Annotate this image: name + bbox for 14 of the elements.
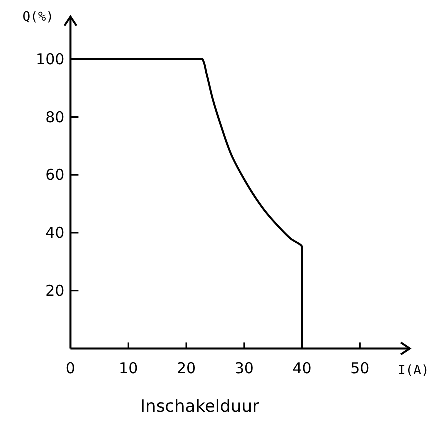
x-axis-title: I(A) — [398, 364, 430, 379]
y-tick-label: 80 — [46, 108, 65, 126]
y-tick-label: 100 — [36, 50, 65, 68]
x-tick-label: 20 — [176, 360, 196, 378]
x-tick-label: 0 — [66, 360, 76, 378]
y-tick-label: 20 — [46, 282, 65, 300]
y-axis-title: Q(%) — [22, 10, 54, 25]
x-tick-label: 50 — [350, 360, 370, 378]
y-tick-label: 40 — [46, 224, 65, 242]
y-tick-label: 60 — [46, 166, 65, 184]
x-tick-label: 40 — [292, 360, 312, 378]
text: Inschakelduur — [140, 397, 260, 417]
x-tick-label: 30 — [234, 360, 254, 378]
x-tick-label: 10 — [119, 360, 138, 378]
